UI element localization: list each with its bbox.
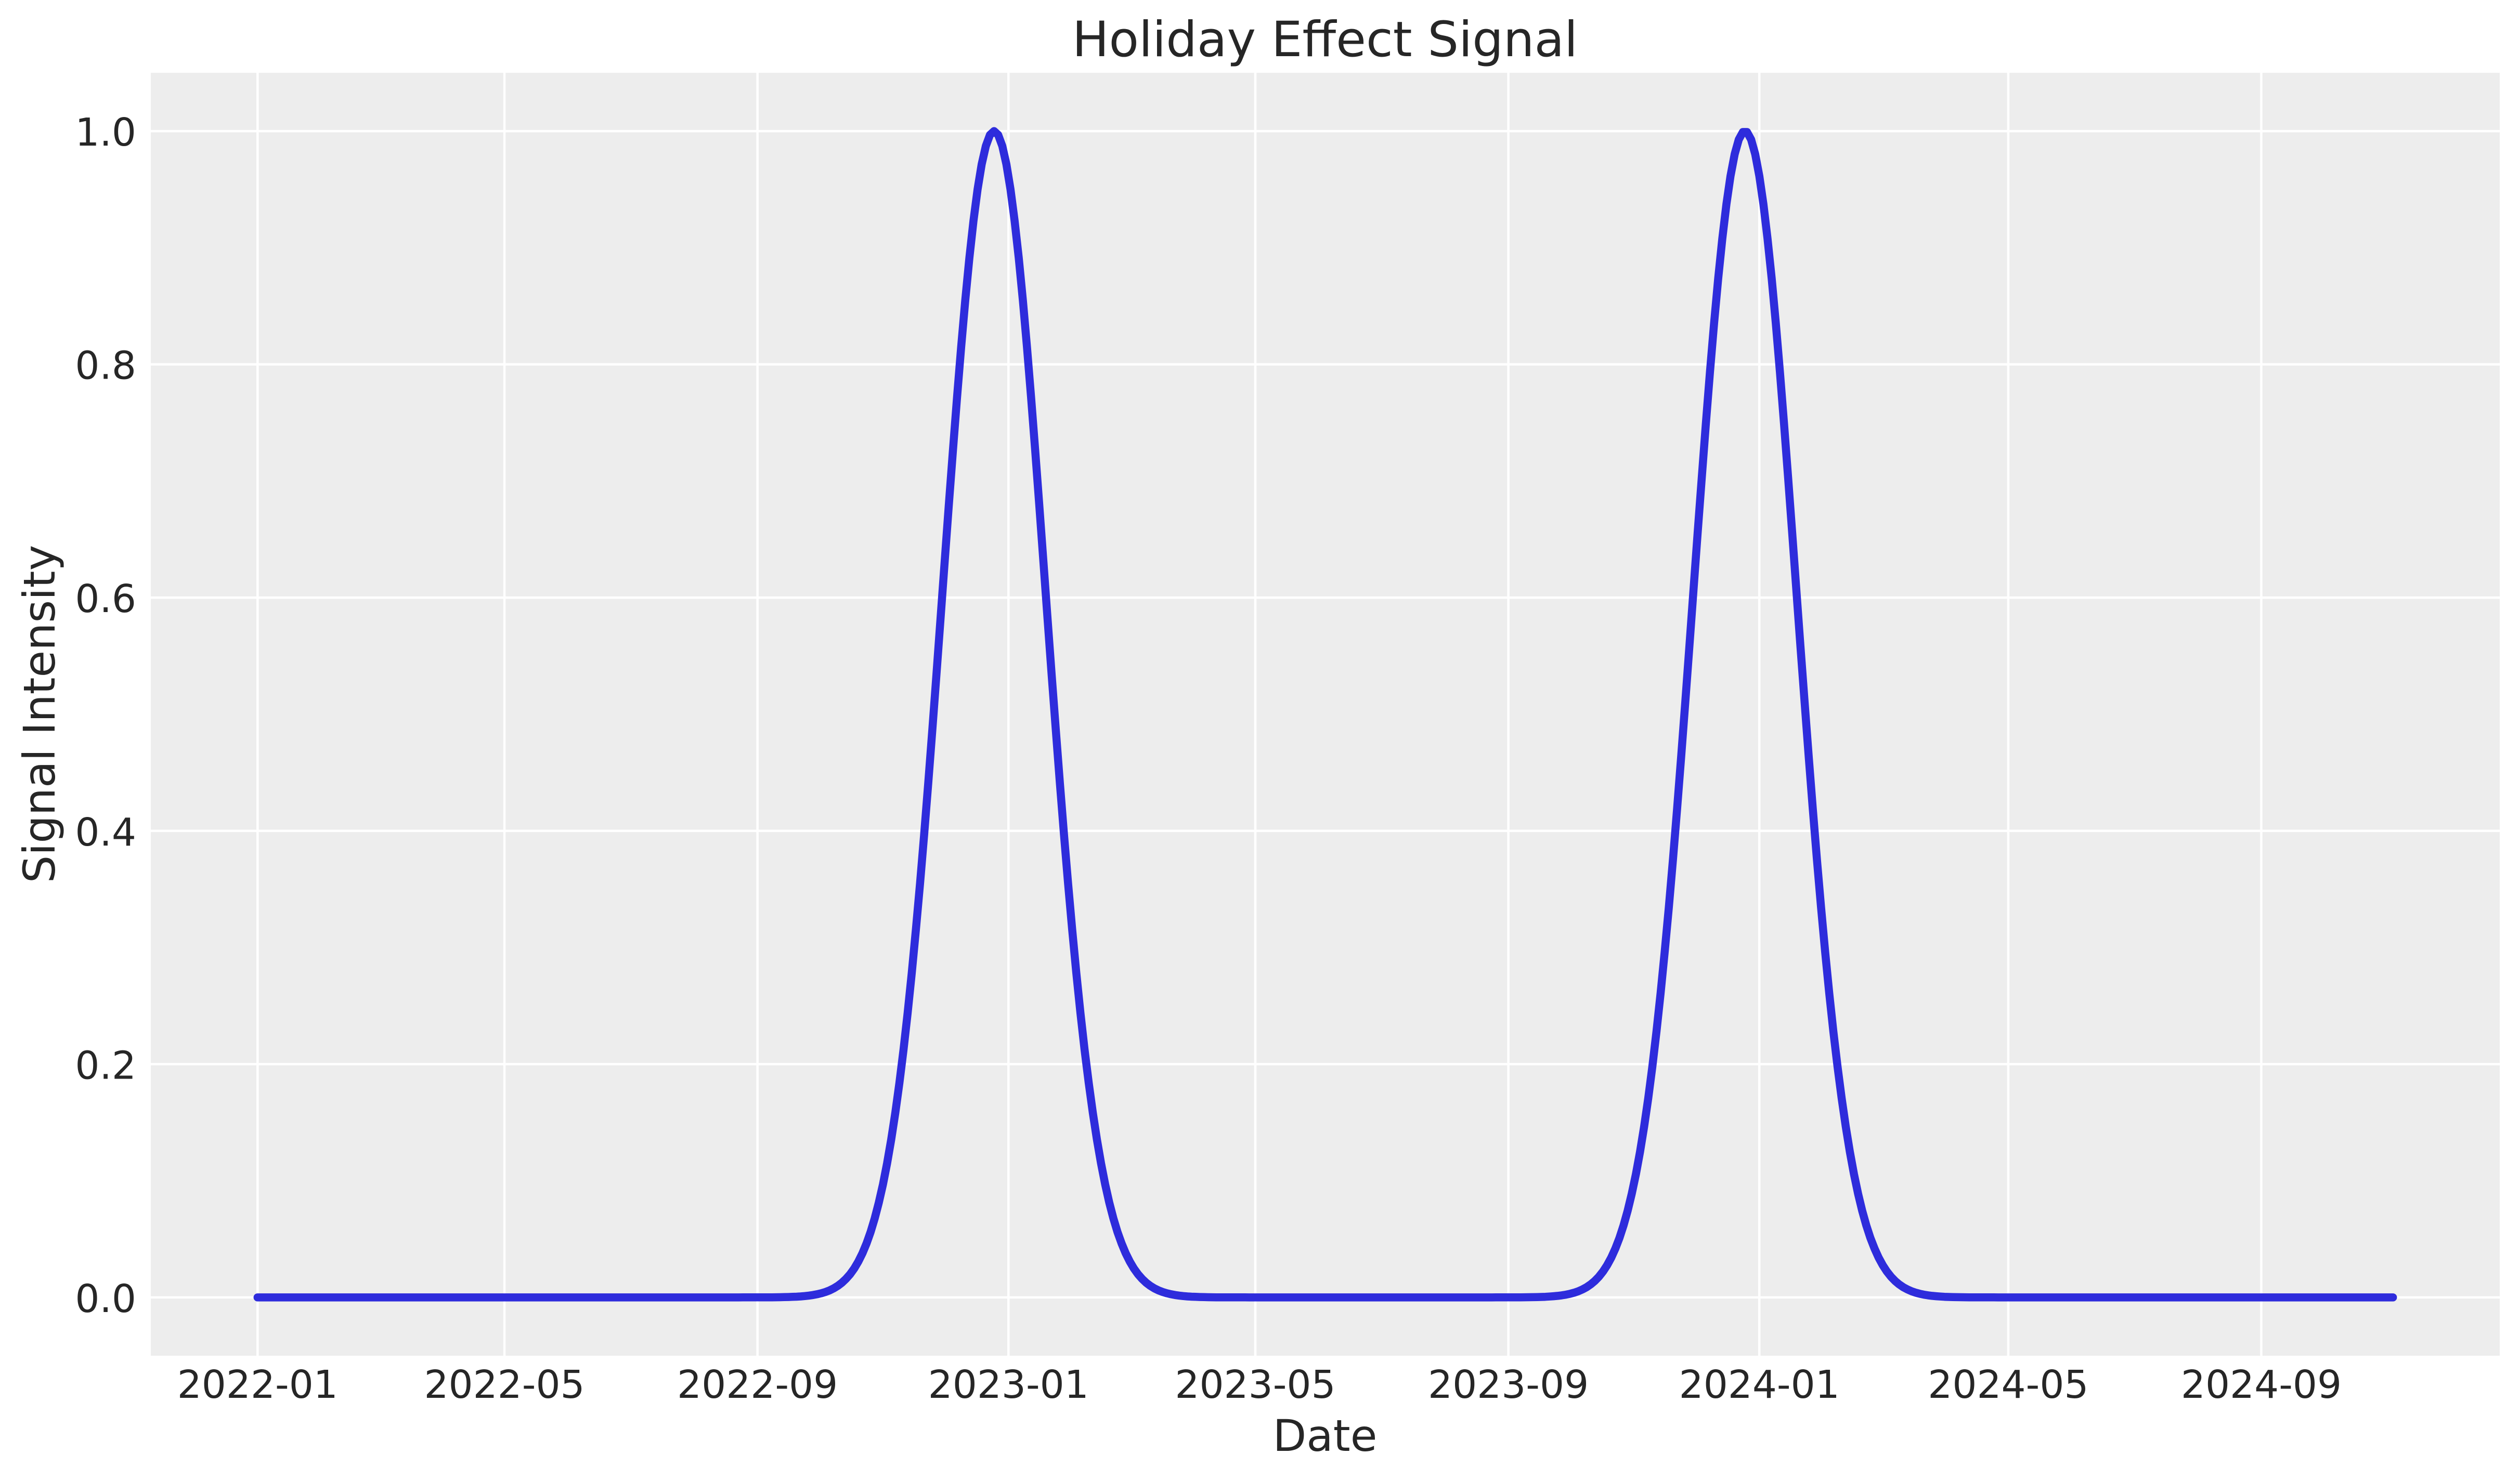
- x-tick-label: 2023-01: [928, 1362, 1089, 1407]
- x-tick-label: 2024-09: [2181, 1362, 2342, 1407]
- x-tick-label: 2023-05: [1175, 1362, 1335, 1407]
- plot-area: [151, 73, 2500, 1356]
- y-tick-label: 0.0: [75, 1277, 136, 1321]
- x-tick-label: 2022-05: [424, 1362, 584, 1407]
- x-tick-label: 2024-05: [1928, 1362, 2088, 1407]
- y-axis-tick-labels: 0.0 0.2 0.4 0.6 0.8 1.0: [75, 110, 136, 1321]
- y-tick-label: 0.8: [75, 344, 136, 388]
- y-tick-label: 0.4: [75, 810, 136, 855]
- y-axis-label: Signal Intensity: [14, 545, 65, 883]
- x-tick-label: 2022-01: [177, 1362, 338, 1407]
- x-tick-label: 2022-09: [677, 1362, 838, 1407]
- x-axis-label: Date: [1273, 1410, 1378, 1461]
- signal-line: [253, 127, 2397, 1302]
- x-tick-label: 2024-01: [1679, 1362, 1840, 1407]
- y-tick-label: 0.6: [75, 577, 136, 621]
- y-tick-label: 1.0: [75, 110, 136, 155]
- x-axis-tick-labels: 2022-01 2022-05 2022-09 2023-01 2023-05 2023-…: [177, 1362, 2342, 1407]
- chart-title: Holiday Effect Signal: [1072, 11, 1578, 68]
- x-tick-label: 2023-09: [1428, 1362, 1589, 1407]
- y-tick-label: 0.2: [75, 1043, 136, 1088]
